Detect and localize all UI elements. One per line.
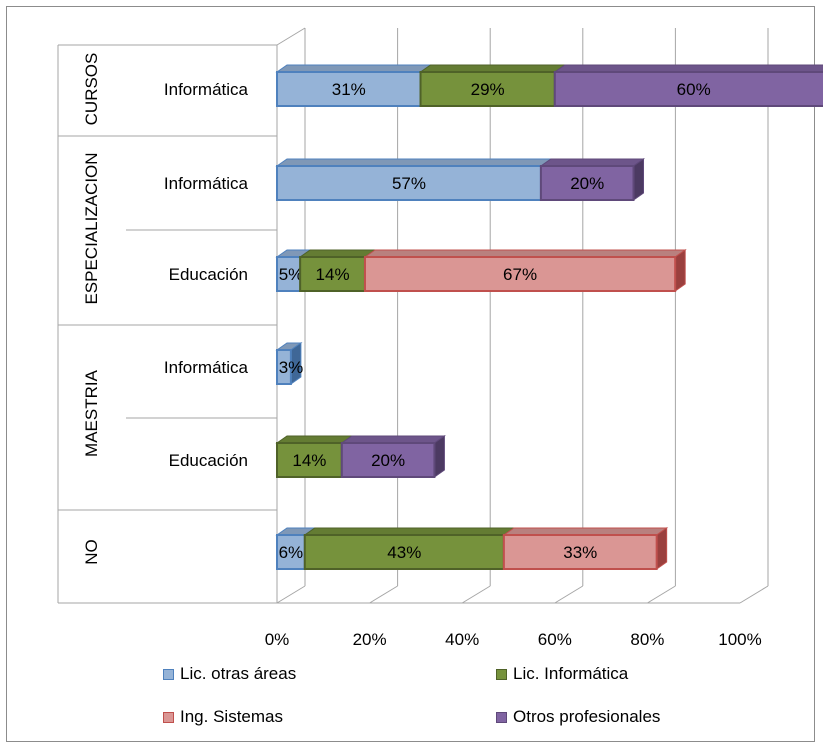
data-label: 31%	[332, 80, 366, 99]
x-tick-label: 80%	[630, 630, 664, 649]
bar-segment	[502, 534, 658, 570]
floor-gridline	[461, 585, 491, 604]
bar-top-face	[553, 64, 823, 73]
group-label: ESPECIALIZACION	[82, 152, 101, 304]
bar-side-face	[656, 527, 668, 570]
bar-segment	[419, 71, 556, 107]
floor-gridline	[647, 585, 676, 604]
data-label: 14%	[292, 451, 326, 470]
data-label: 20%	[570, 174, 604, 193]
data-label: 60%	[677, 80, 711, 99]
data-label: 57%	[392, 174, 426, 193]
x-tick-label: 100%	[718, 630, 761, 649]
data-label: 29%	[471, 80, 505, 99]
bar-side-face	[433, 435, 445, 478]
legend-label: Lic. otras áreas	[180, 664, 297, 683]
bar-top-face	[275, 435, 354, 444]
data-label: 6%	[279, 543, 304, 562]
legend-label: Lic. Informática	[513, 664, 629, 683]
bar-segment	[363, 256, 677, 292]
left-wall-top	[276, 27, 306, 46]
data-label: 14%	[316, 265, 350, 284]
legend-item: Ing. Sistemas	[163, 707, 283, 727]
chart-frame	[6, 6, 815, 742]
floor-gridline	[739, 585, 769, 604]
bar-top-face	[303, 527, 516, 536]
category-label: Informática	[164, 174, 249, 193]
data-label: 33%	[563, 543, 597, 562]
x-tick-label: 60%	[538, 630, 572, 649]
legend-swatch	[163, 668, 174, 680]
bar-side-face	[633, 158, 645, 201]
legend-swatch	[496, 668, 507, 680]
data-label: 43%	[387, 543, 421, 562]
bar-top-face	[539, 158, 646, 167]
x-tick-label: 40%	[445, 630, 479, 649]
legend-swatch	[496, 711, 507, 723]
legend-label: Ing. Sistemas	[180, 707, 283, 726]
category-label: Informática	[164, 80, 249, 99]
bar-segment	[303, 534, 505, 570]
bar-top-face	[418, 64, 567, 73]
data-label: 5%	[279, 265, 304, 284]
bar-segment	[276, 71, 422, 107]
floor-gridline	[554, 585, 584, 604]
data-label: 3%	[279, 358, 304, 377]
bar-segment	[276, 442, 343, 478]
category-label: Informática	[164, 358, 249, 377]
group-label: MAESTRIA	[82, 369, 101, 457]
bar-top-face	[340, 435, 447, 444]
legend-swatch	[163, 711, 174, 723]
x-tick-label: 20%	[353, 630, 387, 649]
data-label: 20%	[371, 451, 405, 470]
floor-gridline	[369, 585, 398, 604]
bar-top-face	[275, 158, 553, 167]
x-tick-label: 0%	[265, 630, 290, 649]
legend-item: Otros profesionales	[496, 707, 660, 727]
bar-top-face	[275, 64, 433, 73]
category-label: Educación	[169, 265, 248, 284]
legend-item: Lic. Informática	[496, 664, 628, 684]
legend-label: Otros profesionales	[513, 707, 661, 726]
group-label: CURSOS	[82, 53, 101, 126]
bar-segment	[340, 442, 436, 478]
legend-item: Lic. otras áreas	[163, 664, 296, 684]
category-label: Educación	[169, 451, 248, 470]
bar-top-face	[363, 249, 687, 258]
bar-top-face	[502, 527, 669, 536]
group-label: NO	[82, 539, 101, 565]
bar-segment	[276, 349, 292, 385]
bar-top-face	[298, 249, 377, 258]
bar-segment	[553, 71, 823, 107]
floor-gridline	[276, 585, 306, 604]
bar-segment	[539, 165, 635, 201]
data-label: 67%	[503, 265, 537, 284]
bar-side-face	[674, 249, 686, 292]
